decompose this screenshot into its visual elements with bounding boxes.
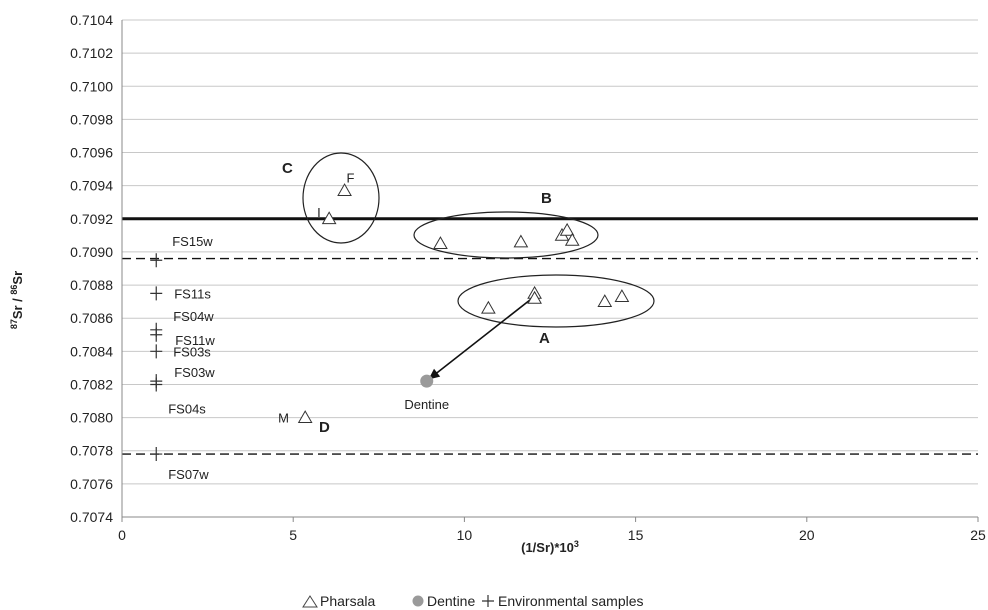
pharsala-point (597, 294, 613, 308)
y-tick-label: 0.7088 (70, 277, 113, 293)
legend-item-dentine: Dentine (412, 593, 475, 609)
environmental-sample-point (150, 253, 163, 268)
group-label-d: D (319, 419, 330, 436)
y-tick-label: 0.7080 (70, 410, 113, 426)
y-tick-label: 0.7100 (70, 78, 113, 94)
point-label: FS04s (168, 401, 206, 416)
environmental-sample-point (150, 447, 163, 462)
legend-label-pharsala: Pharsala (320, 593, 375, 609)
y-tick-label: 0.7084 (70, 343, 113, 359)
pharsala-point (481, 300, 496, 314)
y-tick-label: 0.7102 (70, 45, 113, 61)
gridlines (122, 19, 978, 485)
x-tick-labels: 0 5 10 15 20 25 (118, 517, 986, 543)
point-label: FS03w (174, 365, 215, 380)
group-labels: A B C D (282, 160, 552, 436)
ellipse-group-a (457, 274, 655, 328)
pharsala-point (513, 234, 529, 248)
data-points (150, 183, 630, 462)
pharsala-point (527, 290, 542, 304)
point-label: F (347, 171, 355, 186)
arrow-shaft (427, 294, 537, 381)
ellipse-group-b (413, 211, 599, 259)
dentine-point (420, 374, 434, 388)
y-tick-label: 0.7086 (70, 310, 113, 326)
group-label-c: C (282, 160, 293, 177)
point-label: FS11w (175, 333, 215, 348)
pharsala-point (321, 211, 337, 225)
x-axis-title: (1/Sr)*103 (521, 539, 579, 555)
y-tick-label: 0.7094 (70, 178, 113, 194)
point-label: I (317, 205, 321, 220)
point-label: FS04w (173, 309, 214, 324)
y-tick-label: 0.7074 (70, 509, 113, 525)
point-label: FS07w (168, 467, 209, 482)
environmental-sample-point (150, 377, 163, 392)
pharsala-point (614, 289, 630, 303)
group-label-b: B (541, 190, 552, 207)
environmental-sample-point (150, 327, 163, 342)
ellipse-group-c (302, 152, 380, 244)
x-tick-label: 0 (118, 527, 126, 543)
legend-label-environmental-samples: Environmental samples (498, 593, 644, 609)
point-label: Dentine (404, 397, 449, 412)
y-tick-labels: 0.7074 0.7076 0.7078 0.7080 0.7082 0.7084 0.70… (70, 12, 113, 525)
x-tick-label: 15 (628, 527, 644, 543)
triangle-marker-icon (302, 595, 318, 608)
y-tick-label: 0.7078 (70, 443, 113, 459)
y-tick-label: 0.7104 (70, 12, 113, 28)
y-tick-label: 0.7092 (70, 211, 113, 227)
environmental-sample-point (150, 344, 163, 359)
point-label: FS15w (172, 234, 213, 249)
group-ellipses (302, 152, 655, 328)
x-tick-label: 25 (970, 527, 986, 543)
legend-item-environmental-samples: Environmental samples (482, 593, 644, 609)
y-axis-title: 87Sr / 86Sr (9, 271, 25, 329)
pharsala-point (433, 236, 448, 250)
y-tick-label: 0.7076 (70, 476, 113, 492)
x-tick-label: 20 (799, 527, 815, 543)
y-tick-label: 0.7082 (70, 376, 113, 392)
y-tick-label: 0.7098 (70, 111, 113, 127)
pharsala-point (337, 183, 352, 197)
x-tick-label: 10 (457, 527, 473, 543)
circle-marker-icon (412, 595, 424, 607)
reference-lines (122, 217, 978, 455)
x-tick-label: 5 (289, 527, 297, 543)
pharsala-point (564, 232, 580, 246)
group-label-a: A (539, 330, 550, 347)
pharsala-point (559, 222, 575, 236)
point-label: FS11s (174, 286, 211, 301)
y-tick-label: 0.7090 (70, 244, 113, 260)
environmental-sample-point (150, 286, 163, 301)
arrow (427, 294, 537, 381)
axes (121, 20, 978, 518)
legend-label-dentine: Dentine (427, 593, 475, 609)
plus-marker-icon (482, 595, 494, 607)
point-label: FS03s (173, 344, 211, 359)
legend: Pharsala Dentine Environmental samples (302, 593, 644, 609)
legend-item-pharsala: Pharsala (302, 593, 375, 609)
point-label: M (278, 411, 289, 426)
y-tick-label: 0.7096 (70, 145, 113, 161)
pharsala-point (297, 410, 313, 423)
